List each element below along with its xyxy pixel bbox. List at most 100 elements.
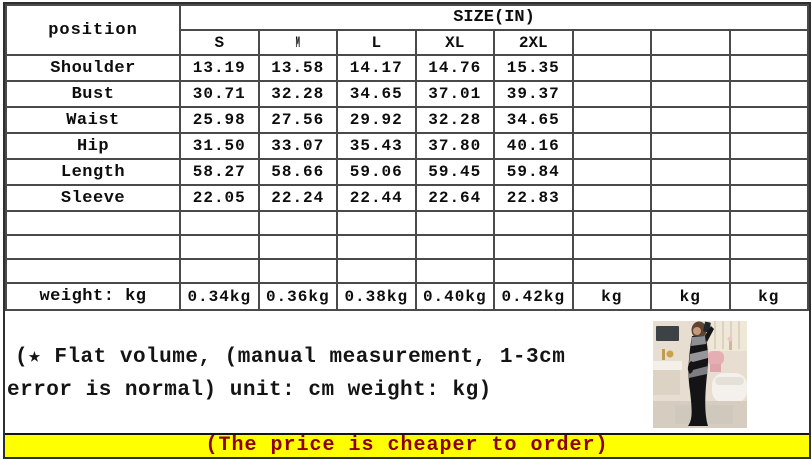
value-cell: 0.34kg <box>179 282 260 311</box>
value-cell: 59.45 <box>414 158 495 186</box>
value-cell <box>650 258 731 284</box>
table-row-weight: weight: kg 0.34kg 0.36kg 0.38kg 0.40kg 0… <box>5 282 809 311</box>
value-cell: 22.64 <box>414 184 495 212</box>
value-cell <box>493 210 574 236</box>
row-label: Waist <box>5 106 181 134</box>
value-cell: kg <box>650 282 731 311</box>
table-row-empty <box>5 210 809 236</box>
value-cell <box>571 54 652 82</box>
value-cell <box>650 184 731 212</box>
table-row-sleeve: Sleeve 22.05 22.24 22.44 22.64 22.83 <box>5 184 809 212</box>
value-cell: 22.24 <box>257 184 338 212</box>
value-cell <box>257 210 338 236</box>
value-cell <box>493 258 574 284</box>
measurement-note-line1: (★ Flat volume, (manual measurement, 1-3… <box>15 346 566 369</box>
value-cell <box>650 158 731 186</box>
row-label <box>5 210 181 236</box>
value-cell: 25.98 <box>179 106 260 134</box>
value-cell <box>571 132 652 160</box>
measurement-note-line2: error is normal) unit: cm weight: kg) <box>7 379 492 402</box>
value-cell <box>650 210 731 236</box>
size-header-empty <box>728 29 809 56</box>
value-cell <box>179 210 260 236</box>
value-cell: 0.38kg <box>336 282 417 311</box>
value-cell <box>650 106 731 134</box>
value-cell: 30.71 <box>179 80 260 108</box>
price-banner: (The price is cheaper to order) <box>5 433 809 457</box>
size-header-2xl: 2XL <box>493 29 574 56</box>
table-row-hip: Hip 31.50 33.07 35.43 37.80 40.16 <box>5 132 809 160</box>
size-header-s: S <box>179 29 260 56</box>
value-cell: 37.80 <box>414 132 495 160</box>
value-cell <box>650 80 731 108</box>
value-cell: kg <box>728 282 809 311</box>
value-cell <box>571 80 652 108</box>
value-cell <box>728 158 809 186</box>
value-cell: 29.92 <box>336 106 417 134</box>
value-cell: 58.27 <box>179 158 260 186</box>
value-cell: 34.65 <box>336 80 417 108</box>
row-label: Length <box>5 158 181 186</box>
value-cell <box>650 54 731 82</box>
size-header-m: M <box>257 29 338 56</box>
size-table: position SIZE(IN) S M L XL 2XL Shoulder … <box>5 4 809 311</box>
value-cell: 22.83 <box>493 184 574 212</box>
value-cell: 22.44 <box>336 184 417 212</box>
table-row-length: Length 58.27 58.66 59.06 59.45 59.84 <box>5 158 809 186</box>
value-cell <box>414 210 495 236</box>
value-cell: 33.07 <box>257 132 338 160</box>
size-header-xl: XL <box>414 29 495 56</box>
value-cell <box>728 132 809 160</box>
value-cell <box>179 258 260 284</box>
value-cell <box>336 234 417 260</box>
value-cell: 59.84 <box>493 158 574 186</box>
row-label: Shoulder <box>5 54 181 82</box>
value-cell: 13.19 <box>179 54 260 82</box>
value-cell: 40.16 <box>493 132 574 160</box>
size-header-m-label: M <box>295 33 300 52</box>
value-cell <box>728 234 809 260</box>
row-label: Sleeve <box>5 184 181 212</box>
value-cell: 31.50 <box>179 132 260 160</box>
value-cell: 35.43 <box>336 132 417 160</box>
table-row-empty <box>5 258 809 284</box>
value-cell <box>728 80 809 108</box>
value-cell: 13.58 <box>257 54 338 82</box>
value-cell: 0.42kg <box>493 282 574 311</box>
row-label <box>5 234 181 260</box>
value-cell <box>728 184 809 212</box>
value-cell <box>728 258 809 284</box>
value-cell: 0.36kg <box>257 282 338 311</box>
size-group-header: SIZE(IN) <box>179 4 809 31</box>
value-cell: 22.05 <box>179 184 260 212</box>
table-row-bust: Bust 30.71 32.28 34.65 37.01 39.37 <box>5 80 809 108</box>
note-area: (★ Flat volume, (manual measurement, 1-3… <box>5 311 809 433</box>
size-header-empty <box>571 29 652 56</box>
row-label: weight: kg <box>5 282 181 311</box>
value-cell <box>728 106 809 134</box>
value-cell: 27.56 <box>257 106 338 134</box>
value-cell <box>414 234 495 260</box>
value-cell: 32.28 <box>257 80 338 108</box>
position-header: position <box>5 4 181 56</box>
value-cell: 32.28 <box>414 106 495 134</box>
value-cell <box>336 258 417 284</box>
value-cell: kg <box>571 282 652 311</box>
value-cell <box>257 258 338 284</box>
value-cell <box>650 234 731 260</box>
value-cell <box>493 234 574 260</box>
row-label: Bust <box>5 80 181 108</box>
row-label <box>5 258 181 284</box>
table-row-waist: Waist 25.98 27.56 29.92 32.28 34.65 <box>5 106 809 134</box>
value-cell <box>571 106 652 134</box>
size-chart-sheet: position SIZE(IN) S M L XL 2XL Shoulder … <box>3 2 811 459</box>
row-label: Hip <box>5 132 181 160</box>
value-cell: 37.01 <box>414 80 495 108</box>
value-cell <box>336 210 417 236</box>
value-cell <box>179 234 260 260</box>
value-cell <box>571 258 652 284</box>
value-cell <box>571 158 652 186</box>
value-cell <box>728 210 809 236</box>
size-header-l: L <box>336 29 417 56</box>
